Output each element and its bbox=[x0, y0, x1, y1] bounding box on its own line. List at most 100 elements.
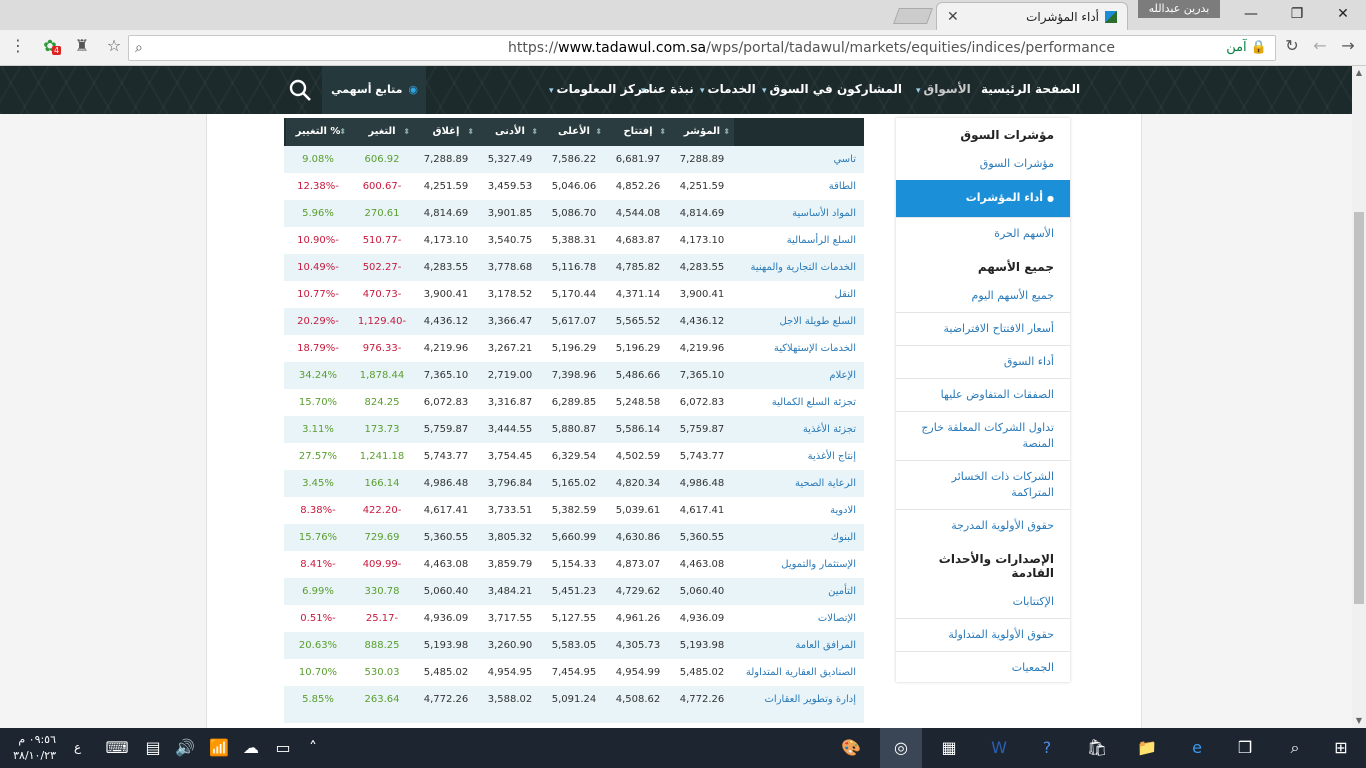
column-header[interactable]: إفتتاح ⬍ bbox=[606, 118, 670, 146]
store-app-icon[interactable]: 🛍 bbox=[1086, 738, 1108, 757]
network-icon[interactable]: 📶 bbox=[209, 738, 229, 757]
search-icon[interactable]: ⌕ bbox=[1290, 738, 1300, 757]
nav-market-participants[interactable]: المشاركون في السوق▾ bbox=[762, 82, 902, 96]
site-search-icon[interactable] bbox=[288, 78, 312, 102]
onedrive-icon[interactable]: ☁ bbox=[243, 738, 259, 757]
sidebar-link[interactable]: أداء السوق bbox=[896, 346, 1070, 379]
cell-name[interactable]: البنوك bbox=[830, 532, 856, 543]
cell-name[interactable]: الإستثمار والتمويل bbox=[781, 559, 856, 570]
watchlist-button[interactable]: ◉متابع أسهمي bbox=[322, 66, 426, 114]
profile-button[interactable]: بدرين عبدالله bbox=[1138, 0, 1220, 18]
sort-icon[interactable]: ⬍ bbox=[531, 127, 538, 136]
cell-name[interactable]: تاسي bbox=[833, 154, 856, 165]
minimize-icon[interactable]: — bbox=[1244, 6, 1258, 22]
cell-name[interactable]: الإتصالات bbox=[817, 613, 856, 624]
sidebar-link[interactable]: الأسهم الحرة bbox=[994, 227, 1054, 240]
language-indicator[interactable]: ع bbox=[74, 740, 82, 754]
cell-name[interactable]: السلع طويلة الاجل bbox=[779, 316, 856, 327]
battery-icon[interactable]: ▭ bbox=[275, 738, 291, 757]
cell-name[interactable]: المواد الأساسية bbox=[792, 208, 856, 219]
extension-icon[interactable]: ✿ 4 bbox=[43, 36, 62, 55]
nav-about[interactable]: نبذة عنا▾ bbox=[641, 82, 694, 96]
sort-icon[interactable]: ⬍ bbox=[659, 127, 666, 136]
sidebar-link[interactable]: أداء المؤشرات bbox=[896, 180, 1070, 218]
page-scrollbar[interactable]: ▲ ▼ bbox=[1352, 66, 1366, 728]
column-header[interactable]: إغلاق ⬍ bbox=[414, 118, 478, 146]
sort-icon[interactable]: ⬍ bbox=[723, 127, 730, 136]
nav-services[interactable]: الخدمات▾ bbox=[700, 82, 756, 96]
file-explorer-icon[interactable]: 📁 bbox=[1137, 738, 1157, 757]
sidebar-link[interactable]: الإكتتابات bbox=[896, 586, 1070, 619]
cell-name[interactable]: الخدمات التجارية والمهنية bbox=[750, 262, 856, 273]
forward-icon[interactable]: ← bbox=[1313, 36, 1327, 55]
sidebar-link[interactable]: تداول الشركات المعلقة خارج المنصة bbox=[896, 412, 1070, 461]
nav-home[interactable]: الصفحة الرئيسية bbox=[981, 82, 1081, 96]
notifications-icon[interactable]: ▤ bbox=[145, 738, 161, 757]
back-icon[interactable]: → bbox=[1341, 36, 1355, 55]
maximize-icon[interactable]: ❐ bbox=[1290, 6, 1304, 22]
sidebar-link[interactable]: أسعار الافتتاح الافتراضية bbox=[896, 313, 1070, 346]
nav-markets[interactable]: الأسواق▾ bbox=[916, 82, 971, 96]
reload-icon[interactable]: ↻ bbox=[1285, 36, 1299, 55]
cell-name[interactable]: المرافق العامة bbox=[795, 640, 856, 651]
sidebar-link[interactable]: جميع الأسهم اليوم bbox=[896, 280, 1070, 313]
cell-name[interactable]: إدارة وتطوير العقارات bbox=[764, 694, 857, 705]
secure-indicator[interactable]: آمن 🔒 bbox=[1226, 40, 1267, 55]
close-window-icon[interactable]: ✕ bbox=[1337, 6, 1349, 22]
scroll-up-icon[interactable]: ▲ bbox=[1355, 68, 1363, 77]
edge-app-icon[interactable]: e bbox=[1192, 738, 1202, 757]
sort-icon[interactable]: ⬍ bbox=[403, 127, 410, 136]
menu-icon[interactable]: ⋮ bbox=[10, 36, 26, 55]
cell-name[interactable]: التأمين bbox=[828, 586, 856, 597]
sort-icon[interactable]: ⬍ bbox=[467, 127, 474, 136]
nav-info-center[interactable]: مركز المعلومات▾ bbox=[549, 82, 650, 96]
scrollbar-thumb[interactable] bbox=[1354, 212, 1364, 604]
cell-high: 5,091.24 bbox=[551, 694, 597, 705]
browser-tab[interactable]: أداء المؤشرات ✕ bbox=[936, 2, 1128, 30]
keyboard-icon[interactable]: ⌨ bbox=[105, 738, 129, 757]
tab-close-icon[interactable]: ✕ bbox=[947, 8, 959, 25]
sort-icon[interactable]: ⬍ bbox=[595, 127, 602, 136]
cell-name[interactable]: الصناديق العقارية المتداولة bbox=[745, 667, 856, 678]
sidebar-link[interactable]: الشركات ذات الخسائر المتراكمة bbox=[896, 461, 1070, 510]
cell-name[interactable]: الإعلام bbox=[829, 370, 856, 381]
scroll-down-icon[interactable]: ▼ bbox=[1355, 716, 1363, 725]
cell-name[interactable]: النقل bbox=[834, 289, 856, 300]
volume-icon[interactable]: 🔊 bbox=[175, 738, 195, 757]
cell-name[interactable]: السلع الرأسمالية bbox=[786, 235, 856, 246]
chrome-app-icon[interactable]: ◎ bbox=[880, 728, 922, 768]
cell-name[interactable]: إنتاج الأغذية bbox=[807, 451, 856, 462]
sidebar-link[interactable]: حقوق الأولوية المدرجة bbox=[951, 519, 1054, 532]
cell-name[interactable]: تجزئة السلع الكمالية bbox=[771, 397, 856, 408]
cell-index: 4,617.41 bbox=[679, 505, 725, 516]
column-header[interactable]: الأدنى ⬍ bbox=[478, 118, 542, 146]
sort-icon[interactable]: ⬍ bbox=[339, 127, 346, 136]
address-bar[interactable]: ⌕ https://www.tadawul.com.sa/wps/portal/… bbox=[128, 35, 1276, 61]
cell-name[interactable]: الطاقة bbox=[828, 181, 856, 192]
cell-name[interactable]: تجزئة الأغذية bbox=[802, 424, 856, 435]
incognito-icon[interactable]: ♜ bbox=[74, 36, 90, 55]
cell-open: 5,586.14 bbox=[615, 424, 661, 435]
new-tab-button[interactable] bbox=[893, 8, 933, 24]
column-header[interactable]: % التغيير ⬍ bbox=[286, 118, 350, 146]
column-header[interactable]: المؤشر ⬍ bbox=[670, 118, 734, 146]
taskbar-clock[interactable]: ٠٩:٥٦ م ٣٨/١٠/٢٣ bbox=[13, 733, 56, 762]
sidebar-link[interactable]: الصفقات المتفاوض عليها bbox=[896, 379, 1070, 412]
column-header[interactable]: الأعلى ⬍ bbox=[542, 118, 606, 146]
column-header[interactable]: التغير ⬍ bbox=[350, 118, 414, 146]
start-windows-icon[interactable]: ⊞ bbox=[1334, 738, 1348, 757]
cell-low: 3,459.53 bbox=[487, 181, 533, 192]
cell-name[interactable]: الخدمات الإستهلاكية bbox=[773, 343, 856, 354]
task-view-icon[interactable]: ❒ bbox=[1237, 738, 1253, 757]
word-app-icon[interactable]: W bbox=[991, 738, 1007, 757]
calculator-app-icon[interactable]: ▦ bbox=[941, 738, 957, 757]
cell-name[interactable]: الرعاية الصحية bbox=[794, 478, 856, 489]
sidebar-link[interactable]: مؤشرات السوق bbox=[979, 157, 1054, 170]
cell-name[interactable]: الادوية bbox=[830, 505, 856, 516]
show-hidden-icons[interactable]: ˄ bbox=[309, 738, 317, 757]
sidebar-link[interactable]: الجمعيات bbox=[1011, 661, 1054, 674]
help-app-icon[interactable]: ? bbox=[1042, 738, 1052, 757]
sidebar-link[interactable]: حقوق الأولوية المتداولة bbox=[896, 619, 1070, 652]
paint-app-icon[interactable]: 🎨 bbox=[841, 738, 861, 757]
bookmark-star-icon[interactable]: ☆ bbox=[106, 36, 122, 55]
